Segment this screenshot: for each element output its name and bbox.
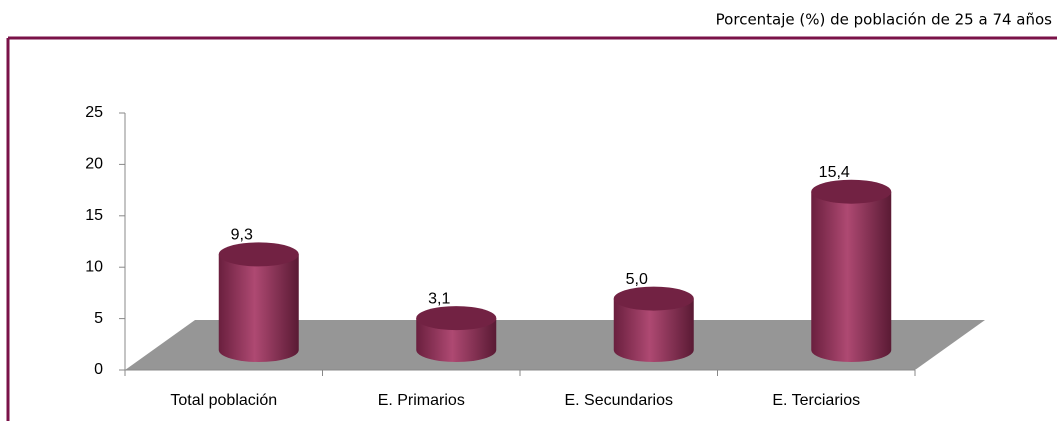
bar-top	[811, 179, 892, 204]
y-tick-label: 5	[94, 310, 103, 327]
bar-body	[613, 298, 694, 362]
bar-top	[613, 286, 694, 311]
x-tick-label: E. Secundarios	[564, 392, 673, 409]
x-tick-label: E. Primarios	[378, 392, 465, 409]
y-tick-label: 15	[85, 207, 103, 224]
data-label: 5,0	[626, 271, 648, 288]
x-tick-label: E. Terciarios	[772, 392, 860, 409]
bar	[811, 179, 892, 362]
data-label: 15,4	[819, 164, 850, 181]
bar	[613, 286, 694, 362]
x-tick-label: Total población	[170, 392, 277, 409]
bar-top	[218, 242, 299, 267]
bar-top	[416, 306, 497, 331]
bar-body	[811, 191, 892, 362]
y-tick-label: 10	[85, 258, 103, 275]
y-tick-label: 0	[94, 361, 103, 378]
chart-title: Porcentaje (%) de población de 25 a 74 a…	[716, 11, 1052, 29]
y-tick-label: 25	[85, 104, 103, 121]
y-tick-label: 20	[85, 156, 103, 173]
bar-body	[218, 254, 299, 362]
bar	[416, 306, 497, 362]
data-label: 9,3	[231, 227, 253, 244]
bar-body	[416, 318, 497, 362]
data-label: 3,1	[428, 290, 450, 307]
floor	[125, 320, 985, 370]
bar	[218, 242, 299, 362]
